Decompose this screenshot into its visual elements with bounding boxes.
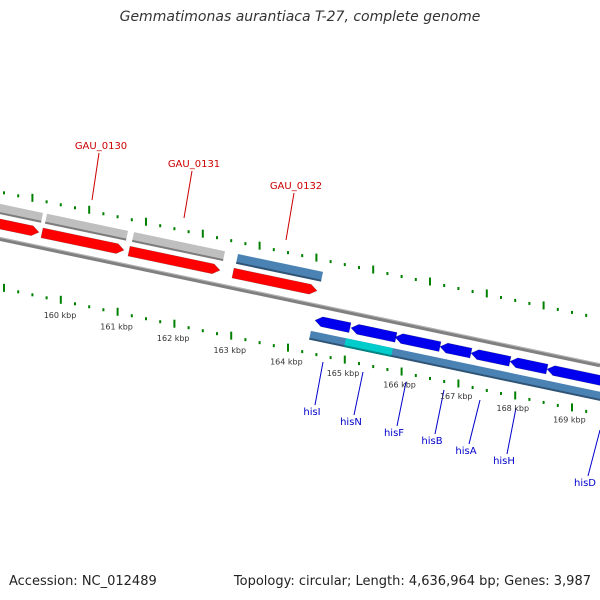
gene-forward-1 bbox=[0, 217, 40, 236]
gene-reverse-6 bbox=[509, 357, 549, 375]
lower-gene-label: hisB bbox=[421, 436, 442, 447]
gene-reverse-7 bbox=[546, 365, 600, 387]
gene-gray-1-body bbox=[0, 203, 44, 223]
upper-label-leader bbox=[285, 192, 295, 241]
gene-forward-3 bbox=[127, 245, 221, 275]
kbp-label: 160 kbp bbox=[44, 311, 77, 320]
gene-forward-2 bbox=[40, 227, 125, 254]
upper-gene-label: GAU_0130 bbox=[75, 141, 127, 152]
upper-tick-track bbox=[3, 191, 588, 317]
lower-gene-label: hisH bbox=[493, 456, 515, 467]
lower-gene-label: hisN bbox=[340, 417, 362, 428]
gene-gray-2-shade bbox=[44, 221, 127, 241]
lower-gene-label: hisD bbox=[574, 478, 596, 489]
genome-backbone bbox=[0, 237, 600, 368]
lower-tick-track bbox=[3, 283, 588, 413]
gene-gray-3 bbox=[131, 232, 226, 262]
accession-label: Accession: NC_012489 bbox=[9, 574, 157, 589]
gene-reverse-1 bbox=[314, 316, 352, 333]
gene-forward-2-shape bbox=[40, 227, 125, 254]
upper-gene-label: GAU_0132 bbox=[270, 181, 322, 192]
lower-gene-labels: hisI hisN hisF hisB hisA hisH hisD bbox=[303, 361, 600, 489]
gene-gray-3-shade bbox=[131, 239, 224, 262]
kbp-label: 162 kbp bbox=[157, 334, 190, 343]
scale-labels: 160 kbp 161 kbp 162 kbp 163 kbp 164 kbp 165 k… bbox=[44, 311, 586, 424]
gene-reverse-2 bbox=[350, 324, 398, 343]
lower-gene-label: hisA bbox=[455, 446, 476, 457]
contig-bar-upper bbox=[235, 253, 324, 282]
contig-bar-upper-shade bbox=[235, 261, 322, 282]
kbp-label: 169 kbp bbox=[553, 415, 586, 424]
lower-label-leader bbox=[434, 389, 445, 435]
genome-summary: Topology: circular; Length: 4,636,964 bp… bbox=[233, 574, 591, 589]
lower-label-leader bbox=[396, 381, 407, 427]
kbp-label: 165 kbp bbox=[327, 369, 360, 378]
backbone-highlight bbox=[0, 237, 600, 365]
gene-forward-3-shape bbox=[127, 245, 221, 275]
gene-gray-2 bbox=[44, 213, 129, 241]
lower-label-leader bbox=[314, 361, 324, 406]
upper-gene-label: GAU_0131 bbox=[168, 159, 220, 170]
gene-reverse-1-shape bbox=[314, 316, 352, 333]
gene-reverse-4-shape bbox=[439, 342, 473, 359]
gene-gray-3-body bbox=[131, 232, 226, 262]
contig-highlight bbox=[344, 338, 393, 357]
gene-gray-1 bbox=[0, 203, 44, 223]
kbp-label: 164 kbp bbox=[270, 357, 303, 366]
lower-gene-label: hisI bbox=[303, 407, 320, 418]
gene-reverse-4 bbox=[439, 342, 473, 359]
kbp-label: 163 kbp bbox=[213, 346, 246, 355]
lower-label-leader bbox=[587, 429, 600, 477]
lower-gene-label: hisF bbox=[384, 428, 404, 439]
upper-label-leader bbox=[91, 152, 100, 201]
gene-gray-1-shade bbox=[0, 210, 42, 223]
kbp-label: 161 kbp bbox=[100, 323, 133, 332]
gene-gray-2-body bbox=[44, 213, 129, 241]
contig-highlight-body bbox=[344, 338, 393, 357]
gene-reverse-5 bbox=[470, 349, 512, 367]
gene-forward-4 bbox=[231, 267, 318, 295]
contig-highlight-shade bbox=[344, 345, 392, 357]
kbp-label: 166 kbp bbox=[383, 381, 416, 390]
gene-reverse-3 bbox=[394, 333, 442, 352]
gene-reverse-2-shape bbox=[350, 324, 398, 343]
gene-reverse-5-shape bbox=[470, 349, 512, 367]
gene-forward-1-shape bbox=[0, 217, 40, 236]
lower-label-leader bbox=[506, 407, 517, 455]
map-title: Gemmatimonas aurantiaca T-27, complete g… bbox=[119, 9, 481, 25]
upper-gene-labels: GAU_0130 GAU_0131 GAU_0132 bbox=[75, 141, 322, 241]
gene-reverse-3-shape bbox=[394, 333, 442, 352]
contig-bar-upper-body bbox=[235, 253, 324, 282]
lower-label-leader bbox=[468, 399, 481, 445]
kbp-label: 168 kbp bbox=[496, 404, 529, 413]
kbp-label: 167 kbp bbox=[440, 392, 473, 401]
gene-reverse-6-shape bbox=[509, 357, 549, 375]
gene-reverse-7-shape bbox=[546, 365, 600, 387]
upper-label-leader bbox=[183, 170, 193, 219]
backbone-line bbox=[0, 237, 600, 368]
lower-label-leader bbox=[353, 371, 364, 416]
feature-track bbox=[0, 203, 600, 402]
gene-forward-4-shape bbox=[231, 267, 318, 295]
